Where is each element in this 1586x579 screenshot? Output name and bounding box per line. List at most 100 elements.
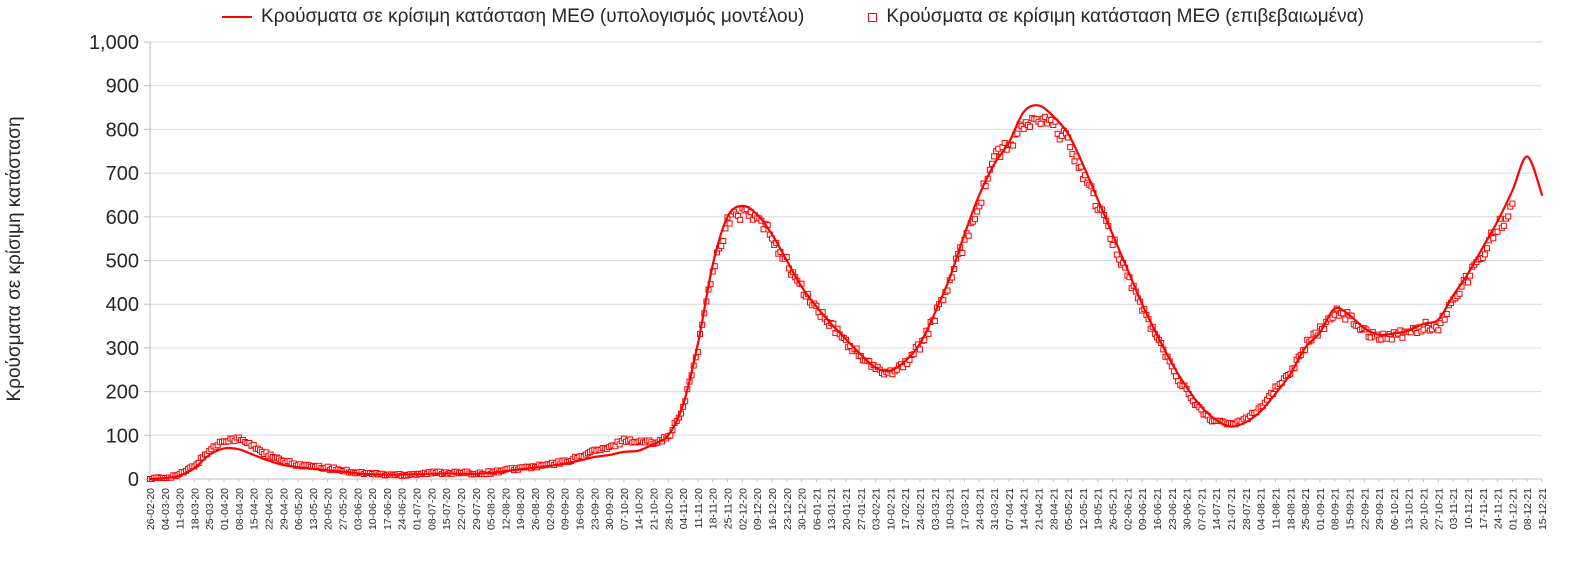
svg-text:05-05-21: 05-05-21: [1063, 488, 1075, 530]
svg-text:300: 300: [106, 338, 139, 360]
red-open-square-icon: [868, 12, 878, 22]
svg-text:10-06-20: 10-06-20: [367, 488, 379, 530]
svg-text:30-09-20: 30-09-20: [604, 488, 616, 530]
svg-text:09-09-20: 09-09-20: [560, 488, 572, 530]
svg-text:1,000: 1,000: [89, 32, 139, 54]
svg-text:03-02-21: 03-02-21: [871, 488, 883, 530]
confirmed-series-markers: [147, 113, 1516, 482]
svg-text:11-03-20: 11-03-20: [175, 488, 187, 529]
y-axis-tick-labels: 0 100 200 300 400 500 600 700 800 900 1,000: [89, 32, 139, 491]
legend-confirmed-label: Κρούσματα σε κρίσιμη κατάσταση ΜΕΘ (επιβ…: [886, 6, 1364, 27]
svg-text:28-10-20: 28-10-20: [663, 488, 675, 530]
svg-text:04-03-20: 04-03-20: [160, 488, 172, 530]
svg-text:14-04-21: 14-04-21: [1019, 488, 1031, 530]
x-axis-tick-labels: 26-02-20 04-03-20 11-03-20 18-03-20 25-03-20…: [145, 488, 1549, 530]
svg-text:24-06-20: 24-06-20: [397, 488, 409, 530]
svg-text:02-09-20: 02-09-20: [545, 488, 557, 530]
svg-text:17-11-21: 17-11-21: [1478, 488, 1490, 529]
svg-text:20-10-21: 20-10-21: [1419, 488, 1431, 530]
svg-text:17-02-21: 17-02-21: [900, 488, 912, 530]
svg-text:01-09-21: 01-09-21: [1315, 488, 1327, 530]
svg-text:15-07-20: 15-07-20: [441, 488, 453, 530]
svg-text:13-10-21: 13-10-21: [1404, 488, 1416, 530]
svg-text:08-12-21: 08-12-21: [1522, 488, 1534, 530]
svg-text:05-08-20: 05-08-20: [486, 488, 498, 530]
svg-text:28-04-21: 28-04-21: [1048, 488, 1060, 530]
svg-text:18-11-20: 18-11-20: [708, 488, 720, 529]
svg-text:01-04-20: 01-04-20: [219, 488, 231, 530]
svg-text:16-09-20: 16-09-20: [574, 488, 586, 530]
svg-text:03-06-20: 03-06-20: [352, 488, 364, 530]
svg-text:24-02-21: 24-02-21: [915, 488, 927, 530]
svg-text:10-11-21: 10-11-21: [1463, 488, 1475, 529]
svg-text:26-08-20: 26-08-20: [530, 488, 542, 530]
svg-text:25-08-21: 25-08-21: [1300, 488, 1312, 530]
svg-text:01-12-21: 01-12-21: [1507, 488, 1519, 530]
svg-text:07-10-20: 07-10-20: [619, 488, 631, 530]
svg-text:21-10-20: 21-10-20: [648, 488, 660, 530]
svg-text:0: 0: [128, 469, 139, 491]
svg-text:15-04-20: 15-04-20: [249, 488, 261, 530]
legend-model-label: Κρούσματα σε κρίσιμη κατάσταση ΜΕΘ (υπολ…: [261, 6, 805, 27]
svg-text:13-01-21: 13-01-21: [826, 488, 838, 530]
axes: [144, 41, 1543, 482]
svg-text:26-05-21: 26-05-21: [1108, 488, 1120, 530]
svg-text:10-02-21: 10-02-21: [885, 488, 897, 530]
svg-text:24-11-21: 24-11-21: [1493, 488, 1505, 529]
svg-text:27-10-21: 27-10-21: [1433, 488, 1445, 530]
svg-text:31-03-21: 31-03-21: [989, 488, 1001, 530]
svg-text:14-07-21: 14-07-21: [1211, 488, 1223, 530]
svg-text:04-08-21: 04-08-21: [1256, 488, 1268, 530]
svg-text:06-05-20: 06-05-20: [293, 488, 305, 530]
svg-text:900: 900: [106, 76, 139, 98]
chart-legend: Κρούσματα σε κρίσιμη κατάσταση ΜΕΘ (υπολ…: [0, 6, 1586, 28]
svg-text:15-09-21: 15-09-21: [1344, 488, 1356, 530]
svg-text:16-06-21: 16-06-21: [1152, 488, 1164, 530]
legend-item-confirmed: Κρούσματα σε κρίσιμη κατάσταση ΜΕΘ (επιβ…: [868, 6, 1364, 28]
svg-text:29-04-20: 29-04-20: [278, 488, 290, 530]
svg-text:700: 700: [106, 163, 139, 185]
svg-text:13-05-20: 13-05-20: [308, 488, 320, 530]
svg-text:08-04-20: 08-04-20: [234, 488, 246, 530]
svg-text:02-06-21: 02-06-21: [1122, 488, 1134, 530]
svg-text:22-04-20: 22-04-20: [263, 488, 275, 530]
svg-text:30-06-21: 30-06-21: [1182, 488, 1194, 530]
svg-text:17-03-21: 17-03-21: [959, 488, 971, 530]
svg-text:19-08-20: 19-08-20: [515, 488, 527, 530]
svg-text:18-08-21: 18-08-21: [1285, 488, 1297, 530]
svg-text:400: 400: [106, 294, 139, 316]
svg-text:29-07-20: 29-07-20: [471, 488, 483, 530]
svg-text:08-07-20: 08-07-20: [426, 488, 438, 530]
model-series-line: [148, 104, 1544, 481]
svg-text:20-05-20: 20-05-20: [323, 488, 335, 530]
svg-text:200: 200: [106, 382, 139, 404]
svg-text:28-07-21: 28-07-21: [1241, 488, 1253, 530]
svg-text:100: 100: [106, 425, 139, 447]
svg-text:23-06-21: 23-06-21: [1167, 488, 1179, 530]
svg-text:18-03-20: 18-03-20: [189, 488, 201, 530]
svg-text:01-07-20: 01-07-20: [412, 488, 424, 530]
svg-text:23-12-20: 23-12-20: [782, 488, 794, 530]
svg-text:600: 600: [106, 207, 139, 229]
svg-text:800: 800: [106, 119, 139, 141]
svg-text:19-05-21: 19-05-21: [1093, 488, 1105, 530]
svg-text:26-02-20: 26-02-20: [145, 488, 157, 530]
svg-text:03-11-21: 03-11-21: [1448, 488, 1460, 529]
svg-text:06-01-21: 06-01-21: [811, 488, 823, 530]
svg-text:11-08-21: 11-08-21: [1270, 488, 1282, 529]
svg-text:29-09-21: 29-09-21: [1374, 488, 1386, 530]
svg-text:07-07-21: 07-07-21: [1196, 488, 1208, 530]
svg-text:27-05-20: 27-05-20: [338, 488, 350, 530]
svg-text:09-06-21: 09-06-21: [1137, 488, 1149, 530]
svg-text:11-11-20: 11-11-20: [693, 488, 705, 529]
svg-text:02-12-20: 02-12-20: [737, 488, 749, 530]
svg-text:24-03-21: 24-03-21: [974, 488, 986, 530]
svg-text:21-04-21: 21-04-21: [1034, 488, 1046, 530]
svg-text:03-03-21: 03-03-21: [930, 488, 942, 530]
gridlines: [150, 41, 1542, 436]
svg-text:17-06-20: 17-06-20: [382, 488, 394, 530]
svg-text:21-07-21: 21-07-21: [1226, 488, 1238, 530]
svg-text:25-03-20: 25-03-20: [204, 488, 216, 530]
